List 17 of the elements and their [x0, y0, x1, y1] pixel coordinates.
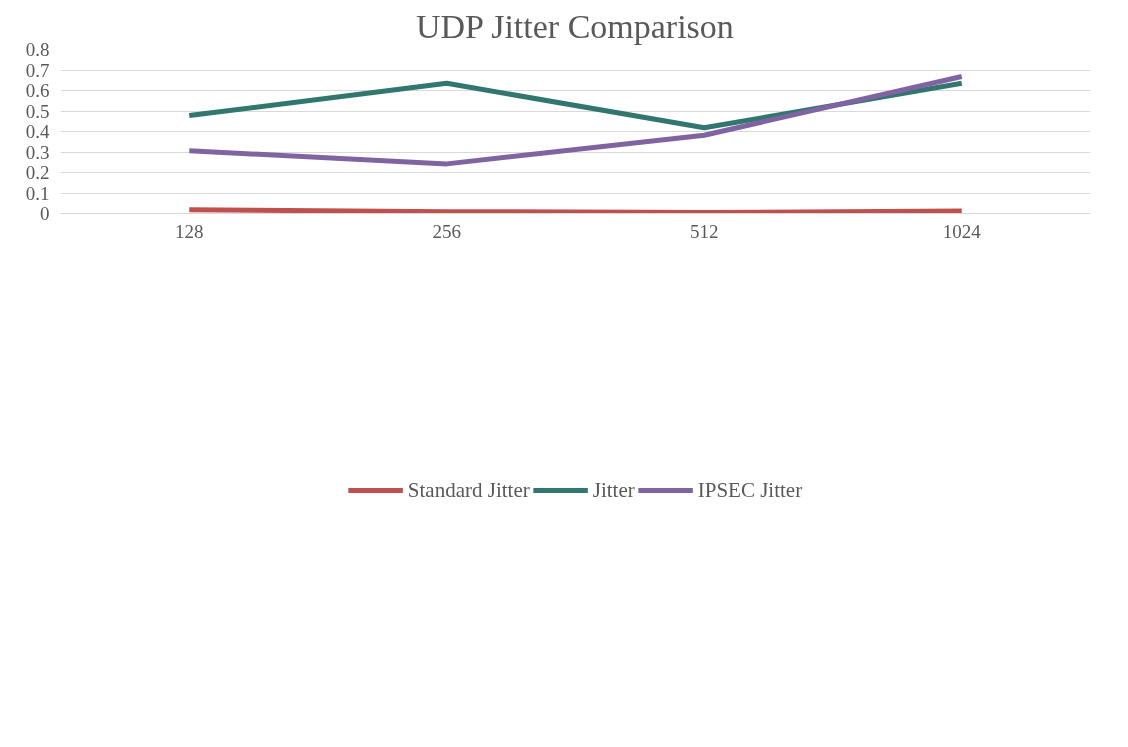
y-tick-label: 0.1 — [25, 182, 50, 204]
x-tick-label: 128 — [175, 220, 204, 242]
y-tick-label: 0.3 — [25, 141, 50, 163]
y-tick-label: 0.5 — [25, 100, 50, 122]
y-tick-label: 0.2 — [25, 162, 50, 183]
y-tick-label: 0.4 — [25, 121, 50, 142]
y-tick-label: 0.8 — [25, 39, 50, 60]
legend-label: Jitter — [592, 477, 635, 503]
legend-label: Standard Jitter — [407, 477, 530, 503]
x-tick-label: 512 — [690, 220, 719, 242]
y-tick-label: 0.7 — [25, 59, 50, 81]
y-tick-label: 0 — [40, 203, 50, 224]
x-tick-label: 1024 — [942, 220, 982, 242]
chart-title: UDP Jitter Comparison — [415, 7, 734, 45]
legend-label: IPSEC Jitter — [697, 477, 803, 503]
x-tick-label: 256 — [432, 220, 461, 242]
y-tick-label: 0.6 — [25, 80, 50, 101]
